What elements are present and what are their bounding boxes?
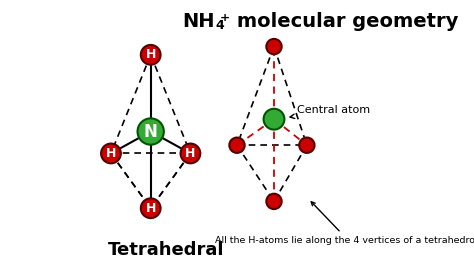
- Text: All the H-atoms lie along the 4 vertices of a tetrahedron: All the H-atoms lie along the 4 vertices…: [215, 202, 474, 245]
- Text: H: H: [106, 147, 116, 160]
- Circle shape: [137, 118, 164, 145]
- Circle shape: [264, 109, 284, 130]
- Text: H: H: [185, 147, 196, 160]
- Circle shape: [266, 194, 282, 209]
- Circle shape: [266, 39, 282, 54]
- Text: ⁺ molecular geometry: ⁺ molecular geometry: [220, 12, 458, 31]
- Circle shape: [101, 144, 121, 163]
- Text: Tetrahedral: Tetrahedral: [108, 241, 224, 259]
- Circle shape: [229, 138, 245, 153]
- Text: 4: 4: [216, 19, 225, 32]
- Text: H: H: [146, 202, 156, 215]
- Text: Central atom: Central atom: [290, 105, 370, 119]
- Text: N: N: [144, 122, 158, 141]
- Circle shape: [181, 144, 201, 163]
- Circle shape: [141, 45, 161, 65]
- Text: NH: NH: [182, 12, 215, 31]
- Circle shape: [141, 198, 161, 218]
- Text: H: H: [146, 48, 156, 61]
- Circle shape: [299, 138, 315, 153]
